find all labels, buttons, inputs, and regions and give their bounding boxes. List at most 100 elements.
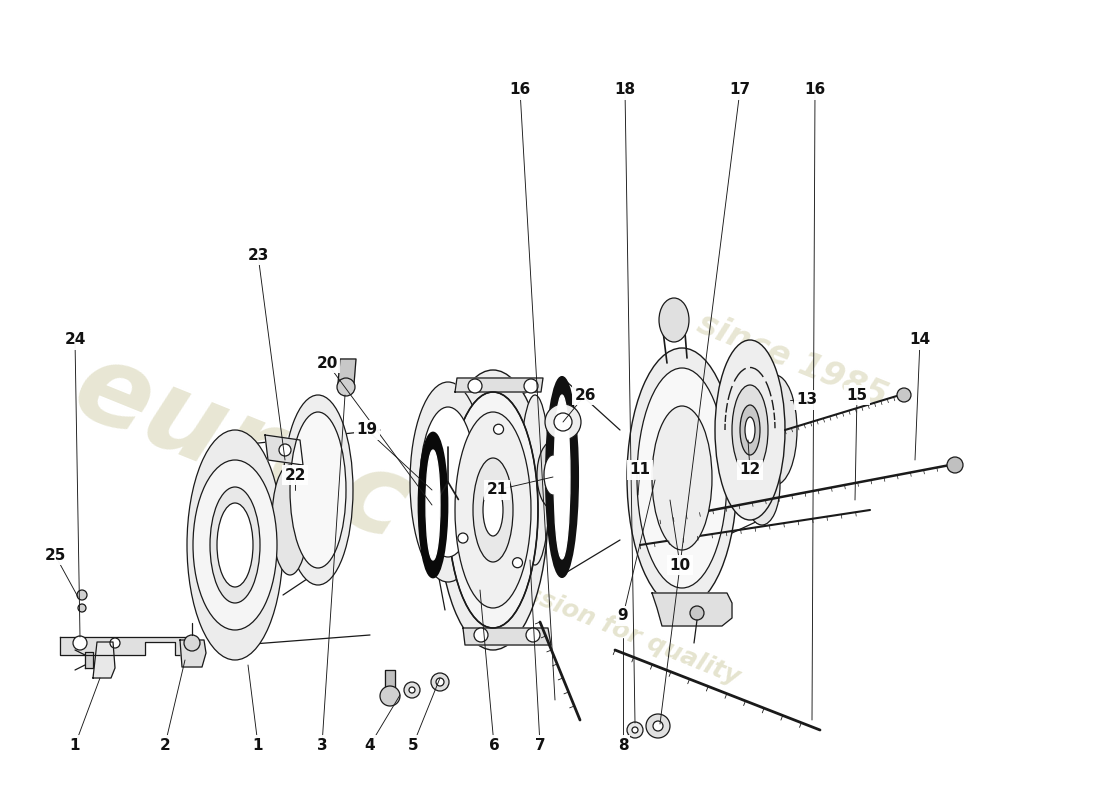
Ellipse shape xyxy=(554,395,570,559)
Circle shape xyxy=(379,686,400,706)
Circle shape xyxy=(474,628,488,642)
Polygon shape xyxy=(455,378,543,392)
Circle shape xyxy=(524,379,538,393)
Circle shape xyxy=(468,379,482,393)
Text: 6: 6 xyxy=(488,738,499,753)
Text: 16: 16 xyxy=(509,82,530,98)
Ellipse shape xyxy=(272,465,308,575)
Ellipse shape xyxy=(744,445,780,525)
Ellipse shape xyxy=(283,395,353,585)
Circle shape xyxy=(947,457,962,473)
Circle shape xyxy=(526,628,540,642)
Text: 15: 15 xyxy=(846,387,868,402)
Ellipse shape xyxy=(473,458,513,562)
Ellipse shape xyxy=(652,406,712,550)
Text: 19: 19 xyxy=(356,422,377,438)
Circle shape xyxy=(337,378,355,396)
Text: 25: 25 xyxy=(44,547,66,562)
Ellipse shape xyxy=(420,407,476,557)
Ellipse shape xyxy=(448,392,538,628)
Circle shape xyxy=(632,727,638,733)
Circle shape xyxy=(73,636,87,650)
Circle shape xyxy=(554,413,572,431)
Text: 12: 12 xyxy=(739,462,760,478)
Text: since 1985: since 1985 xyxy=(692,307,892,413)
Ellipse shape xyxy=(745,417,755,443)
Circle shape xyxy=(653,721,663,731)
Ellipse shape xyxy=(546,377,578,577)
Ellipse shape xyxy=(520,395,550,565)
Ellipse shape xyxy=(210,487,260,603)
Circle shape xyxy=(78,604,86,612)
Ellipse shape xyxy=(544,455,562,495)
Circle shape xyxy=(409,687,415,693)
Text: euroc: euroc xyxy=(59,333,425,563)
Ellipse shape xyxy=(754,375,798,485)
Circle shape xyxy=(436,678,444,686)
Polygon shape xyxy=(652,593,732,626)
Ellipse shape xyxy=(537,441,569,509)
Ellipse shape xyxy=(637,368,727,588)
Text: 16: 16 xyxy=(804,82,826,98)
Text: 18: 18 xyxy=(615,82,636,98)
Circle shape xyxy=(184,635,200,651)
Ellipse shape xyxy=(217,503,253,587)
Text: 10: 10 xyxy=(670,558,691,573)
Polygon shape xyxy=(385,670,395,690)
Ellipse shape xyxy=(419,433,447,577)
Polygon shape xyxy=(180,640,206,667)
Polygon shape xyxy=(463,628,551,645)
Text: 14: 14 xyxy=(910,333,931,347)
Text: 1: 1 xyxy=(69,738,80,753)
Polygon shape xyxy=(338,359,356,384)
Ellipse shape xyxy=(410,382,486,582)
Ellipse shape xyxy=(740,405,760,455)
Text: 2: 2 xyxy=(160,738,170,753)
Circle shape xyxy=(77,590,87,600)
Ellipse shape xyxy=(455,412,531,608)
Polygon shape xyxy=(60,637,190,655)
Circle shape xyxy=(110,638,120,648)
Text: 21: 21 xyxy=(486,482,507,498)
Circle shape xyxy=(494,424,504,434)
Circle shape xyxy=(404,682,420,698)
Text: 3: 3 xyxy=(317,738,328,753)
Ellipse shape xyxy=(192,460,277,630)
Ellipse shape xyxy=(483,484,503,536)
Text: 23: 23 xyxy=(248,247,268,262)
Text: 11: 11 xyxy=(629,462,650,478)
Circle shape xyxy=(279,444,292,456)
Circle shape xyxy=(627,722,644,738)
Ellipse shape xyxy=(187,430,283,660)
Ellipse shape xyxy=(659,298,689,342)
Ellipse shape xyxy=(627,348,737,608)
Text: 7: 7 xyxy=(535,738,546,753)
Circle shape xyxy=(690,606,704,620)
Polygon shape xyxy=(85,652,94,668)
Text: 1: 1 xyxy=(253,738,263,753)
Ellipse shape xyxy=(715,340,785,520)
Text: 8: 8 xyxy=(618,738,628,753)
Text: 20: 20 xyxy=(317,355,338,370)
Text: 9: 9 xyxy=(618,609,628,623)
Ellipse shape xyxy=(290,412,346,568)
Polygon shape xyxy=(94,642,115,678)
Circle shape xyxy=(646,714,670,738)
Circle shape xyxy=(431,673,449,691)
Circle shape xyxy=(458,533,468,543)
Text: 4: 4 xyxy=(365,738,375,753)
Text: 5: 5 xyxy=(408,738,418,753)
Ellipse shape xyxy=(438,370,548,650)
Text: a passion for quality: a passion for quality xyxy=(466,558,744,690)
Circle shape xyxy=(896,388,911,402)
Polygon shape xyxy=(265,435,302,465)
Text: 24: 24 xyxy=(64,333,86,347)
Text: 17: 17 xyxy=(729,82,750,98)
Text: 13: 13 xyxy=(796,393,817,407)
Ellipse shape xyxy=(426,450,440,560)
Circle shape xyxy=(544,404,581,440)
Text: 26: 26 xyxy=(574,387,596,402)
Circle shape xyxy=(513,558,522,568)
Text: 22: 22 xyxy=(284,467,306,482)
Ellipse shape xyxy=(732,385,768,475)
